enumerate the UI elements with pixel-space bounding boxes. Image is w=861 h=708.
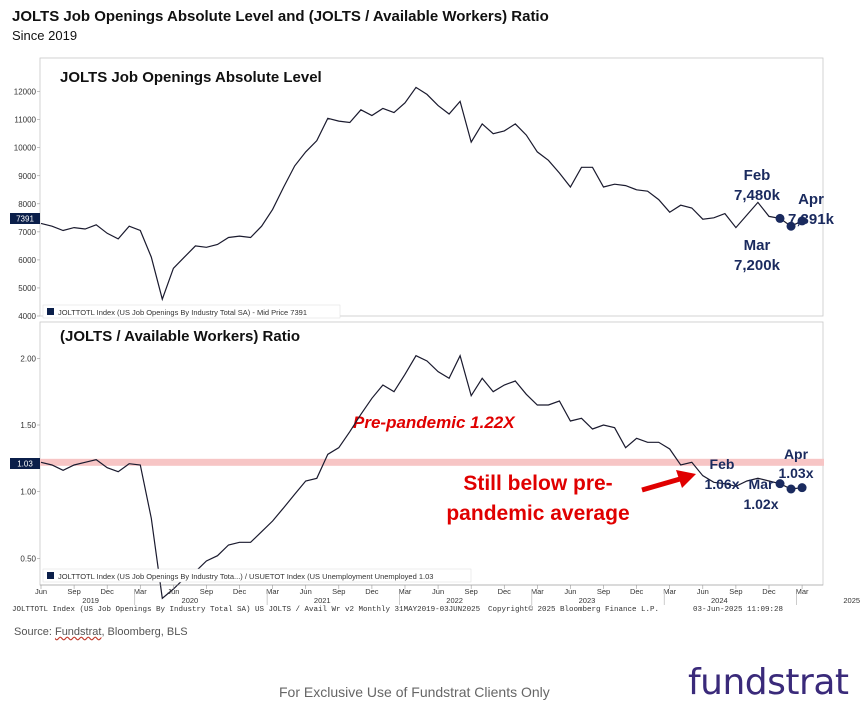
x-year-label: 2023	[579, 596, 596, 605]
pre-pandemic-label: Pre-pandemic 1.22X	[353, 413, 516, 432]
top-panel-title: JOLTS Job Openings Absolute Level	[60, 69, 322, 86]
bottom-current-value: 1.03	[17, 460, 33, 469]
top-marker-feb	[775, 213, 785, 223]
bottom-annotation-feb-value: 1.06x	[704, 476, 739, 492]
x-axis: Jun Sep Dec Mar Jun Sep Dec Mar Jun Sep Dec Mar Jun S…	[35, 585, 860, 605]
x-month-label: Jun	[564, 587, 576, 596]
bottom-annotation-mar-value: 1.02x	[743, 496, 778, 512]
bottom-annotation-apr-label: Apr	[784, 446, 809, 462]
jolts-ratio-line	[40, 354, 803, 600]
bottom-current-value-tag: 1.03	[10, 458, 40, 469]
bottom-marker-feb	[775, 479, 785, 489]
jolts-level-line	[40, 86, 803, 302]
top-annotation-mar-label: Mar	[744, 237, 771, 254]
top-y-tick-label: 4000	[18, 312, 36, 321]
footer-left: JOLTTOTL Index (US Job Openings By Indus…	[12, 606, 481, 614]
top-annotation-apr-value: 7,391k	[788, 211, 835, 228]
bottom-legend: JOLTTOTL Index (US Job Openings By Indus…	[42, 568, 472, 583]
top-marker-apr	[797, 216, 807, 226]
x-month-label: Dec	[762, 587, 776, 596]
top-current-value: 7391	[16, 215, 34, 224]
x-month-label: Mar	[796, 587, 809, 596]
bottom-markers	[775, 479, 807, 494]
callout-line-1: Still below pre-	[463, 472, 612, 495]
x-month-label: Jun	[35, 587, 47, 596]
disclaimer: For Exclusive Use of Fundstrat Clients O…	[279, 684, 550, 700]
x-month-label: Dec	[365, 587, 379, 596]
x-month-label: Mar	[134, 587, 147, 596]
x-month-label: Sep	[597, 587, 610, 596]
x-month-label: Jun	[167, 587, 179, 596]
bottom-annotation-feb-label: Feb	[710, 456, 735, 472]
top-marker-mar	[786, 221, 796, 231]
x-year-label: 2019	[82, 596, 99, 605]
top-annotation-mar-value: 7,200k	[734, 257, 781, 274]
bottom-marker-mar	[786, 484, 796, 494]
footer-timestamp: 03-Jun-2025 11:09:28	[693, 606, 784, 614]
x-year-label: 2025	[843, 596, 860, 605]
bottom-marker-apr	[797, 483, 807, 493]
top-annotation-apr-label: Apr	[798, 191, 824, 208]
bottom-y-tick-label: 2.00	[20, 354, 36, 363]
source-link[interactable]: Fundstrat	[54, 626, 102, 638]
top-legend-text: JOLTTOTL Index (US Job Openings By Indus…	[58, 308, 307, 317]
bottom-y-tick-label: 1.50	[20, 421, 36, 430]
x-month-label: Sep	[67, 587, 80, 596]
chart-subtitle: Since 2019	[12, 28, 78, 43]
top-y-axis: 4000 5000 6000 7000 8000 9000 10000 11000 12000	[14, 88, 40, 321]
bottom-legend-text: JOLTTOTL Index (US Job Openings By Indus…	[58, 572, 433, 581]
x-month-label: Sep	[200, 587, 213, 596]
top-markers	[775, 213, 807, 231]
x-month-label: Mar	[266, 587, 279, 596]
x-year-label: 2021	[314, 596, 331, 605]
fundstrat-logo: fundstrat	[688, 662, 849, 703]
x-month-label: Dec	[630, 587, 644, 596]
top-annotation-feb-label: Feb	[744, 167, 771, 184]
x-year-label: 2020	[182, 596, 199, 605]
top-legend: JOLTTOTL Index (US Job Openings By Indus…	[42, 304, 341, 319]
top-y-tick-label: 12000	[14, 88, 37, 97]
top-y-tick-label: 8000	[18, 200, 36, 209]
x-month-label: Jun	[432, 587, 444, 596]
callout-arrow	[641, 470, 696, 493]
x-year-label: 2024	[711, 596, 728, 605]
top-panel-frame	[39, 57, 824, 317]
source-line: Source: Fundstrat, Bloomberg, BLS	[14, 626, 188, 638]
x-month-label: Mar	[399, 587, 412, 596]
pre-pandemic-band	[40, 458, 824, 466]
footer-copyright: Copyright© 2025 Bloomberg Finance L.P.	[488, 606, 660, 614]
bottom-annotation-mar-label: Mar	[749, 476, 774, 492]
x-month-label: Mar	[663, 587, 676, 596]
bottom-y-axis: 0.50 1.00 1.50 2.00	[20, 354, 40, 563]
top-y-tick-label: 9000	[18, 172, 36, 181]
callout-line-2: pandemic average	[446, 502, 629, 525]
chart-title: JOLTS Job Openings Absolute Level and (J…	[12, 8, 549, 25]
top-y-tick-label: 5000	[18, 284, 36, 293]
bottom-panel-frame	[39, 321, 824, 586]
x-month-label: Dec	[101, 587, 115, 596]
x-month-label: Sep	[332, 587, 345, 596]
x-month-label: Sep	[729, 587, 742, 596]
x-month-label: Mar	[531, 587, 544, 596]
bottom-y-tick-label: 0.50	[20, 554, 36, 563]
top-annotation-feb-value: 7,480k	[734, 187, 781, 204]
bottom-panel-title: (JOLTS / Available Workers) Ratio	[60, 328, 300, 345]
top-y-tick-label: 10000	[14, 144, 37, 153]
x-month-label: Jun	[697, 587, 709, 596]
top-y-tick-label: 7000	[18, 228, 36, 237]
bottom-y-tick-label: 1.00	[20, 488, 36, 497]
x-month-label: Dec	[233, 587, 247, 596]
bottom-annotation-apr-value: 1.03x	[778, 465, 813, 481]
x-month-label: Jun	[300, 587, 312, 596]
x-month-label: Dec	[498, 587, 512, 596]
top-y-tick-label: 11000	[14, 116, 36, 125]
x-month-label: Sep	[464, 587, 477, 596]
x-year-label: 2022	[446, 596, 463, 605]
top-y-tick-label: 6000	[18, 256, 36, 265]
top-current-value-tag: 7391	[10, 213, 40, 224]
